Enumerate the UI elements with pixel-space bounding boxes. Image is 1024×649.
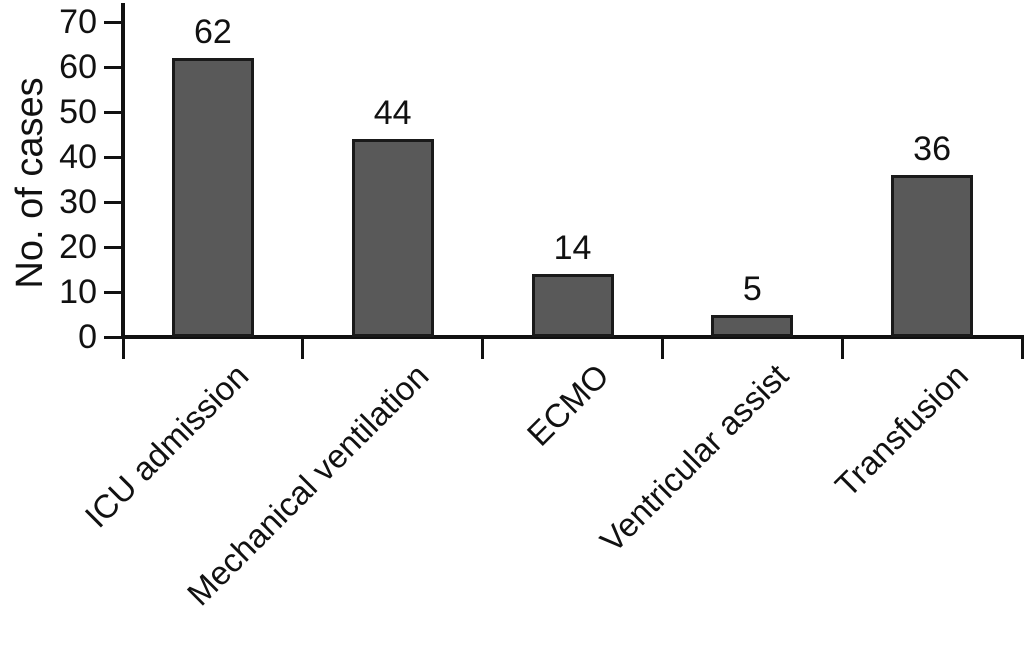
bar xyxy=(351,139,434,337)
x-axis-category-label: Transfusion xyxy=(827,356,975,504)
x-axis-category-label: ICU admission xyxy=(77,356,256,535)
bar xyxy=(171,58,254,337)
x-axis-line xyxy=(121,335,1024,339)
bar xyxy=(711,314,794,337)
bar-value-label: 5 xyxy=(742,269,762,308)
y-axis-tick xyxy=(104,20,123,24)
y-axis-tick-label: 10 xyxy=(59,273,97,311)
x-axis-category-label: ECMO xyxy=(519,356,616,453)
x-axis-tick xyxy=(840,339,844,359)
bar-value-label: 44 xyxy=(373,94,412,132)
y-axis-tick-label: 20 xyxy=(59,228,97,266)
y-axis-tick xyxy=(104,290,123,294)
y-axis-tick-label: 60 xyxy=(59,48,97,86)
x-axis-tick xyxy=(301,339,305,359)
y-axis-tick xyxy=(104,65,123,69)
y-axis-tick-label: 40 xyxy=(59,138,97,176)
y-axis-tick xyxy=(104,245,123,249)
y-axis-tick-label: 0 xyxy=(78,318,97,356)
y-axis-tick xyxy=(104,155,123,159)
bar xyxy=(891,175,974,337)
bar-value-label: 62 xyxy=(193,13,232,51)
bar-value-label: 14 xyxy=(553,229,592,267)
y-axis-tick xyxy=(104,110,123,114)
x-axis-tick xyxy=(481,339,485,359)
y-axis-tick xyxy=(104,200,123,204)
x-axis-tick xyxy=(660,339,664,359)
y-axis-tick-label: 50 xyxy=(59,93,97,131)
y-axis-tick xyxy=(104,335,123,339)
x-axis-tick xyxy=(121,339,125,359)
x-axis-tick xyxy=(1020,339,1024,359)
x-axis-category-label: Ventricular assist xyxy=(592,356,796,560)
bar-value-label: 36 xyxy=(913,130,951,168)
y-axis-line xyxy=(121,3,125,339)
y-axis-tick-label: 70 xyxy=(59,3,97,41)
y-axis-tick-label: 30 xyxy=(59,183,97,221)
bar xyxy=(531,274,614,337)
